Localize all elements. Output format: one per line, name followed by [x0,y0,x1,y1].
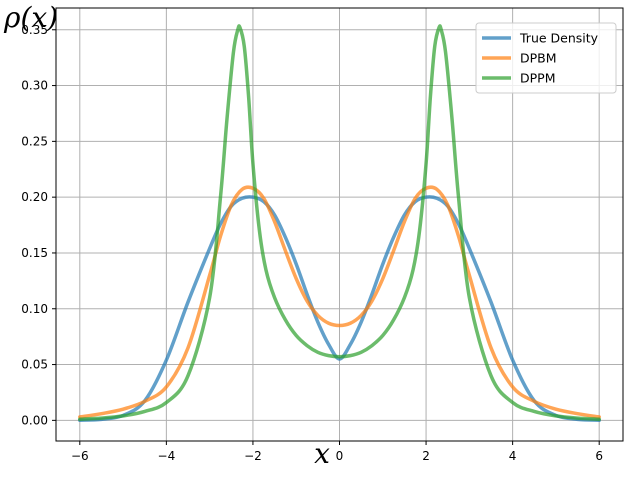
x-tick-label: 2 [422,449,430,463]
y-tick-label: 0.15 [21,246,48,260]
y-tick-label: 0.30 [21,79,48,93]
y-tick-label: 0.35 [21,23,48,37]
y-tick-label: 0.20 [21,190,48,204]
legend-label: DPPM [520,71,556,86]
legend-label: True Density [519,31,599,46]
x-axis-ticks: −6 −4 −2 0 2 4 6 [71,441,603,463]
series-line-2 [78,185,601,419]
x-tick-label: −2 [244,449,262,463]
y-axis-ticks: 0.00 0.05 0.10 0.15 0.20 0.25 0.30 0.35 [21,23,56,427]
x-tick-label: 6 [595,449,603,463]
x-tick-label: −6 [71,449,89,463]
series-lines [78,24,601,422]
y-tick-label: 0.00 [21,413,48,427]
series-line-1 [78,195,601,422]
x-axis-label: x [314,437,330,470]
y-tick-label: 0.05 [21,358,48,372]
y-tick-label: 0.25 [21,134,48,148]
x-tick-label: 0 [336,449,344,463]
x-tick-label: 4 [509,449,517,463]
series-line-3 [78,24,601,421]
legend-label: DPBM [520,51,557,66]
y-axis-label: ρ(x) [3,1,58,34]
legend: True Density DPBM DPPM [475,22,617,94]
y-tick-label: 0.10 [21,302,48,316]
x-tick-label: −4 [158,449,176,463]
legend-box [475,22,617,94]
